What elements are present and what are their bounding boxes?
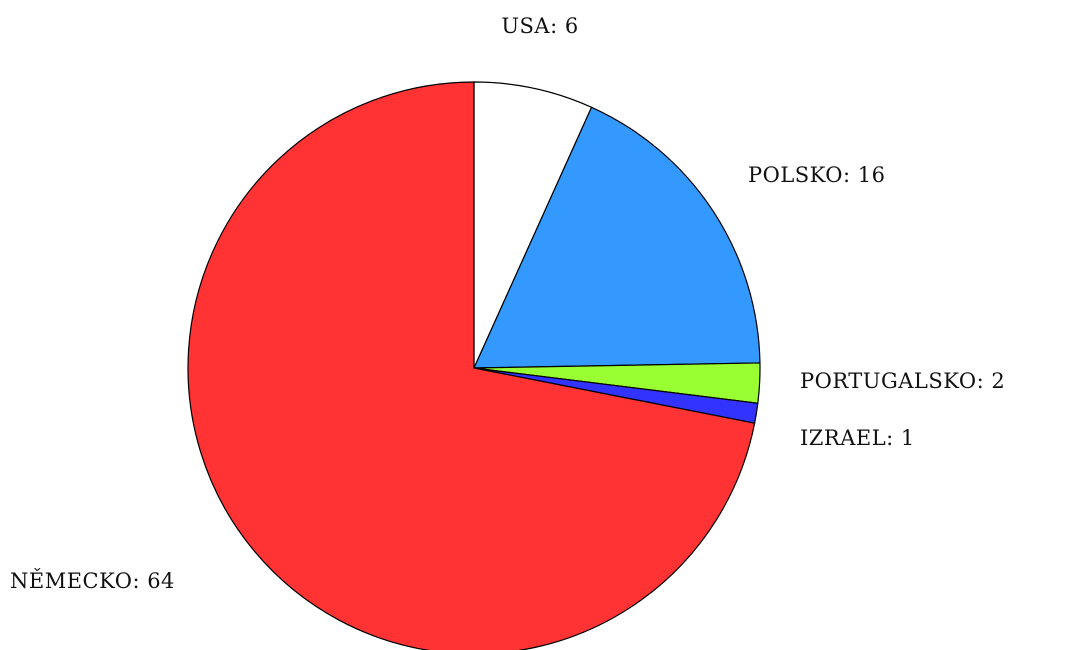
pie-label-izrael: IZRAEL: 1: [800, 426, 915, 450]
pie-label-německo: NĚMECKO: 64: [10, 569, 175, 593]
pie-labels: USA: 6 POLSKO: 16 PORTUGALSKO: 2 IZRAEL: 1 N…: [10, 14, 1005, 593]
pie-label-portugalsko: PORTUGALSKO: 2: [800, 369, 1005, 393]
pie-label-polsko: POLSKO: 16: [748, 163, 886, 187]
pie-slice-polsko: [473, 106, 761, 369]
pie-label-usa: USA: 6: [501, 14, 578, 38]
pie-slice-usa: [473, 81, 593, 369]
pie-slices: [187, 81, 761, 650]
pie-slice-německo: [187, 81, 756, 650]
